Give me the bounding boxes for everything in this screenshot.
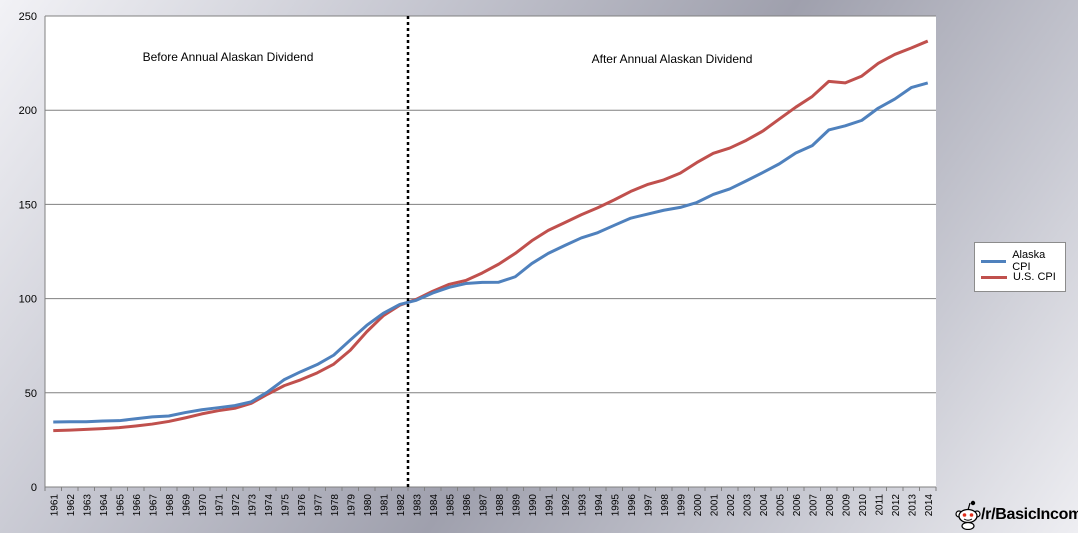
x-tick-label: 1992 [561,494,572,517]
x-tick-label: 1981 [379,494,390,517]
x-tick-label: 1962 [66,494,77,517]
x-tick-label: 1965 [115,494,126,517]
x-tick-label: 1979 [346,494,357,517]
x-tick-label: 1963 [82,494,93,517]
x-tick-label: 1997 [643,494,654,517]
x-tick-label: 2006 [792,494,803,517]
x-tick-label: 1967 [148,494,159,517]
y-axis-ticks: 0 50 100 150 200 250 [19,11,37,494]
x-tick-label: 1983 [412,494,423,517]
y-tick-label: 50 [25,388,37,400]
x-tick-label: 2013 [907,494,918,517]
x-tick-label: 1995 [610,494,621,517]
x-tick-label: 1977 [313,494,324,517]
x-tick-label: 1971 [214,494,225,517]
x-tick-label: 1998 [660,494,671,517]
legend-item-us: U.S. CPI [981,271,1056,283]
y-tick-label: 100 [19,294,37,306]
x-tick-label: 1968 [165,494,176,517]
series-line-alaska-cpi [53,81,929,424]
x-tick-label: 2010 [858,494,869,517]
x-tick-label: 2009 [841,494,852,517]
watermark: /r/BasicIncome [955,500,1078,530]
x-tick-label: 2002 [726,494,737,517]
x-tick-label: 1996 [627,494,638,517]
x-tick-label: 1984 [429,494,440,517]
x-tick-label: 1978 [330,494,341,517]
y-tick-label: 250 [19,11,37,23]
x-tick-label: 1994 [594,494,605,517]
series-lines [53,39,929,433]
x-axis-ticks: 1961 1962 1963 1964 1965 1966 1967 1968 1969 1970… [44,487,937,517]
y-tick-label: 200 [19,105,37,117]
chart-legend: Alaska CPI U.S. CPI [974,242,1066,292]
series-line-u-s-cpi [53,39,929,433]
x-tick-label: 1993 [577,494,588,517]
x-tick-label: 2012 [891,494,902,517]
x-tick-label: 1989 [511,494,522,517]
x-tick-label: 1985 [445,494,456,517]
x-tick-label: 1990 [528,494,539,517]
x-tick-label: 2000 [693,494,704,517]
x-tick-label: 2004 [759,494,770,517]
x-tick-label: 1980 [363,494,374,517]
legend-label-us: U.S. CPI [1013,271,1056,283]
x-tick-label: 1991 [544,494,555,517]
y-tick-label: 0 [31,482,37,494]
x-tick-label: 1966 [132,494,143,517]
x-tick-label: 1972 [231,494,242,517]
y-tick-label: 150 [19,199,37,211]
legend-swatch-alaska [981,259,1007,263]
x-tick-label: 2005 [775,494,786,517]
x-tick-label: 1969 [181,494,192,517]
x-tick-label: 2001 [709,494,720,517]
legend-item-alaska: Alaska CPI [981,249,1065,273]
x-tick-label: 1964 [99,494,110,517]
x-tick-label: 2014 [924,494,935,517]
x-tick-label: 2007 [808,494,819,517]
x-tick-label: 1999 [676,494,687,517]
legend-swatch-us [981,275,1007,279]
plot-area [45,16,936,487]
x-tick-label: 1986 [462,494,473,517]
watermark-text: /r/BasicIncome [981,506,1078,523]
x-tick-label: 1976 [297,494,308,517]
x-tick-label: 1988 [495,494,506,517]
x-tick-label: 2003 [742,494,753,517]
x-tick-label: 1982 [396,494,407,517]
reddit-alien-icon [955,500,981,530]
annotation-after: After Annual Alaskan Dividend [592,52,753,66]
x-tick-label: 1973 [247,494,258,517]
x-tick-label: 1987 [478,494,489,517]
legend-label-alaska: Alaska CPI [1012,249,1046,273]
x-tick-label: 1961 [49,494,60,517]
x-tick-label: 1974 [264,494,275,517]
x-tick-label: 1975 [280,494,291,517]
x-tick-label: 2008 [825,494,836,517]
x-tick-label: 1970 [198,494,209,517]
annotation-before: Before Annual Alaskan Dividend [143,50,314,64]
x-tick-label: 2011 [874,494,885,516]
